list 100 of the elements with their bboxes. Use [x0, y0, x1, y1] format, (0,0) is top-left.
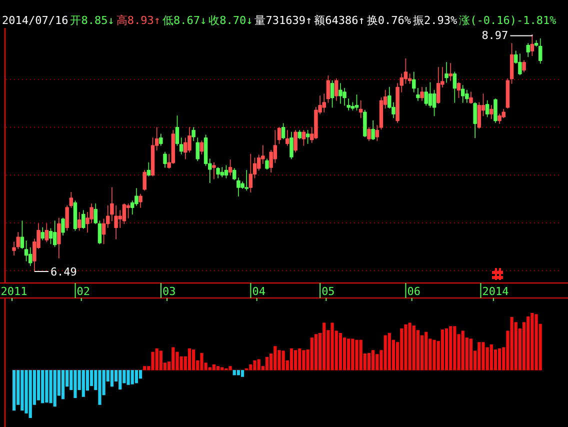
bar — [172, 347, 175, 370]
bar — [143, 366, 146, 370]
bar — [53, 370, 56, 407]
candlestick — [142, 170, 146, 191]
candlestick — [448, 63, 452, 81]
bar — [400, 328, 404, 370]
bar — [440, 330, 444, 370]
candlestick — [363, 110, 367, 138]
bar — [432, 340, 436, 370]
candlestick — [416, 88, 420, 102]
bar — [45, 370, 48, 403]
x-tick-label: 04 — [252, 285, 266, 298]
bar — [330, 322, 334, 370]
bar — [278, 350, 281, 370]
candlestick — [326, 75, 330, 103]
candlestick — [490, 105, 494, 120]
annotation: 6.49 — [50, 266, 77, 278]
bar — [212, 364, 216, 370]
bar — [530, 313, 534, 370]
text: 额64386↑ — [314, 14, 365, 27]
bar — [12, 370, 16, 411]
x-tick-label: 02 — [76, 285, 90, 298]
bar — [118, 370, 122, 390]
candlestick — [469, 92, 473, 104]
text: 高8.93↑ — [116, 14, 160, 27]
annotation: 8.97 — [482, 28, 508, 42]
bar — [159, 350, 162, 370]
candlestick — [138, 194, 142, 208]
candlestick — [73, 200, 78, 231]
bar — [355, 340, 358, 370]
bar — [28, 370, 32, 418]
candlestick — [367, 126, 371, 142]
candlestick — [44, 223, 49, 242]
bar — [216, 366, 220, 370]
bar — [282, 350, 285, 370]
bar — [20, 370, 24, 411]
bar — [257, 359, 260, 370]
candlestick — [334, 78, 338, 102]
bar — [453, 326, 456, 370]
bar — [98, 370, 102, 405]
candlestick — [163, 152, 167, 168]
bar — [294, 350, 298, 370]
candlestick — [286, 130, 290, 146]
bar — [461, 330, 464, 370]
bar — [180, 356, 183, 370]
bar — [526, 316, 530, 370]
candlestick — [196, 137, 200, 162]
text: 2014/07/16 — [2, 14, 68, 27]
bar — [192, 350, 196, 370]
candlestick — [65, 205, 69, 231]
bar — [138, 370, 142, 379]
bar — [338, 332, 342, 370]
bar — [412, 326, 416, 370]
candlestick — [57, 218, 61, 259]
bar — [314, 334, 318, 370]
bar — [82, 370, 85, 397]
bar — [388, 332, 391, 370]
candlestick — [346, 98, 350, 111]
bar — [408, 322, 412, 370]
candlestick — [244, 170, 248, 191]
bar — [322, 322, 326, 370]
bar — [232, 370, 236, 376]
candlestick — [485, 100, 490, 118]
text: 换0.76% — [366, 14, 412, 27]
candlestick — [192, 126, 196, 142]
text: 涨(-0.16)-1.81% — [459, 14, 557, 27]
bar — [444, 328, 448, 370]
candlestick — [338, 83, 342, 104]
bar — [49, 370, 52, 404]
text: 开8.85↓ — [70, 14, 114, 27]
candlestick — [518, 53, 522, 76]
candlestick — [94, 203, 98, 224]
bar — [298, 348, 302, 370]
candlestick — [175, 116, 180, 146]
candlestick — [436, 66, 440, 104]
bar — [240, 370, 244, 377]
candlestick — [473, 102, 477, 138]
candlestick — [371, 120, 375, 140]
candlestick — [538, 38, 542, 64]
bar — [469, 338, 473, 370]
text: 低8.67↓ — [162, 14, 207, 27]
text: 振2.93% — [412, 14, 458, 27]
bar — [200, 352, 204, 370]
candlestick — [122, 203, 126, 224]
bar — [110, 370, 114, 387]
candlestick — [212, 162, 216, 180]
candlestick — [420, 86, 424, 102]
bar — [220, 367, 224, 370]
candlestick — [220, 167, 224, 178]
bar — [253, 360, 256, 370]
candlestick — [61, 218, 65, 236]
candlestick — [322, 94, 326, 112]
candlestick — [216, 167, 220, 178]
candlestick — [69, 192, 74, 208]
candlestick — [494, 98, 498, 123]
candlestick — [510, 42, 514, 84]
bar — [249, 364, 252, 370]
bar — [534, 314, 538, 370]
bar — [302, 350, 306, 370]
bar — [228, 366, 232, 370]
